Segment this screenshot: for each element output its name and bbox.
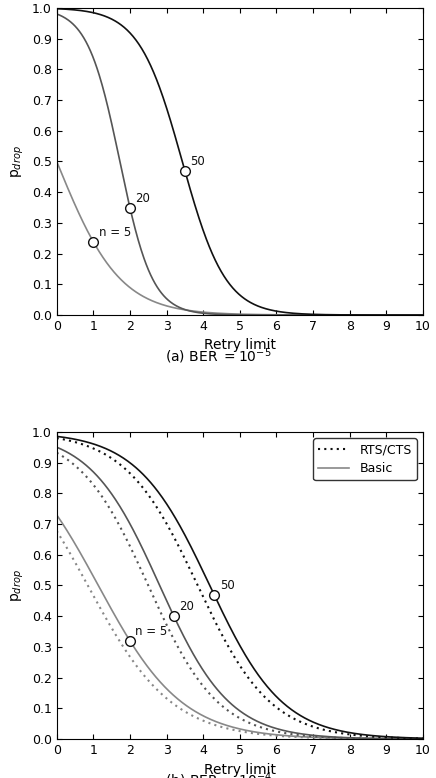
Text: 50: 50 [220, 579, 235, 592]
Y-axis label: p$_{drop}$: p$_{drop}$ [10, 569, 26, 602]
X-axis label: Retry limit: Retry limit [204, 338, 276, 352]
Text: 50: 50 [191, 155, 205, 167]
X-axis label: Retry limit: Retry limit [204, 762, 276, 776]
Text: (b) BER $=10^{-4}$: (b) BER $=10^{-4}$ [164, 770, 272, 778]
Text: 20: 20 [136, 191, 150, 205]
Text: 20: 20 [179, 600, 194, 613]
Y-axis label: p$_{drop}$: p$_{drop}$ [10, 145, 26, 178]
Legend: RTS/CTS, Basic: RTS/CTS, Basic [313, 438, 417, 480]
Text: n = 5: n = 5 [136, 625, 168, 638]
Text: (a) BER $=10^{-5}$: (a) BER $=10^{-5}$ [165, 346, 271, 366]
Text: n = 5: n = 5 [99, 226, 131, 239]
